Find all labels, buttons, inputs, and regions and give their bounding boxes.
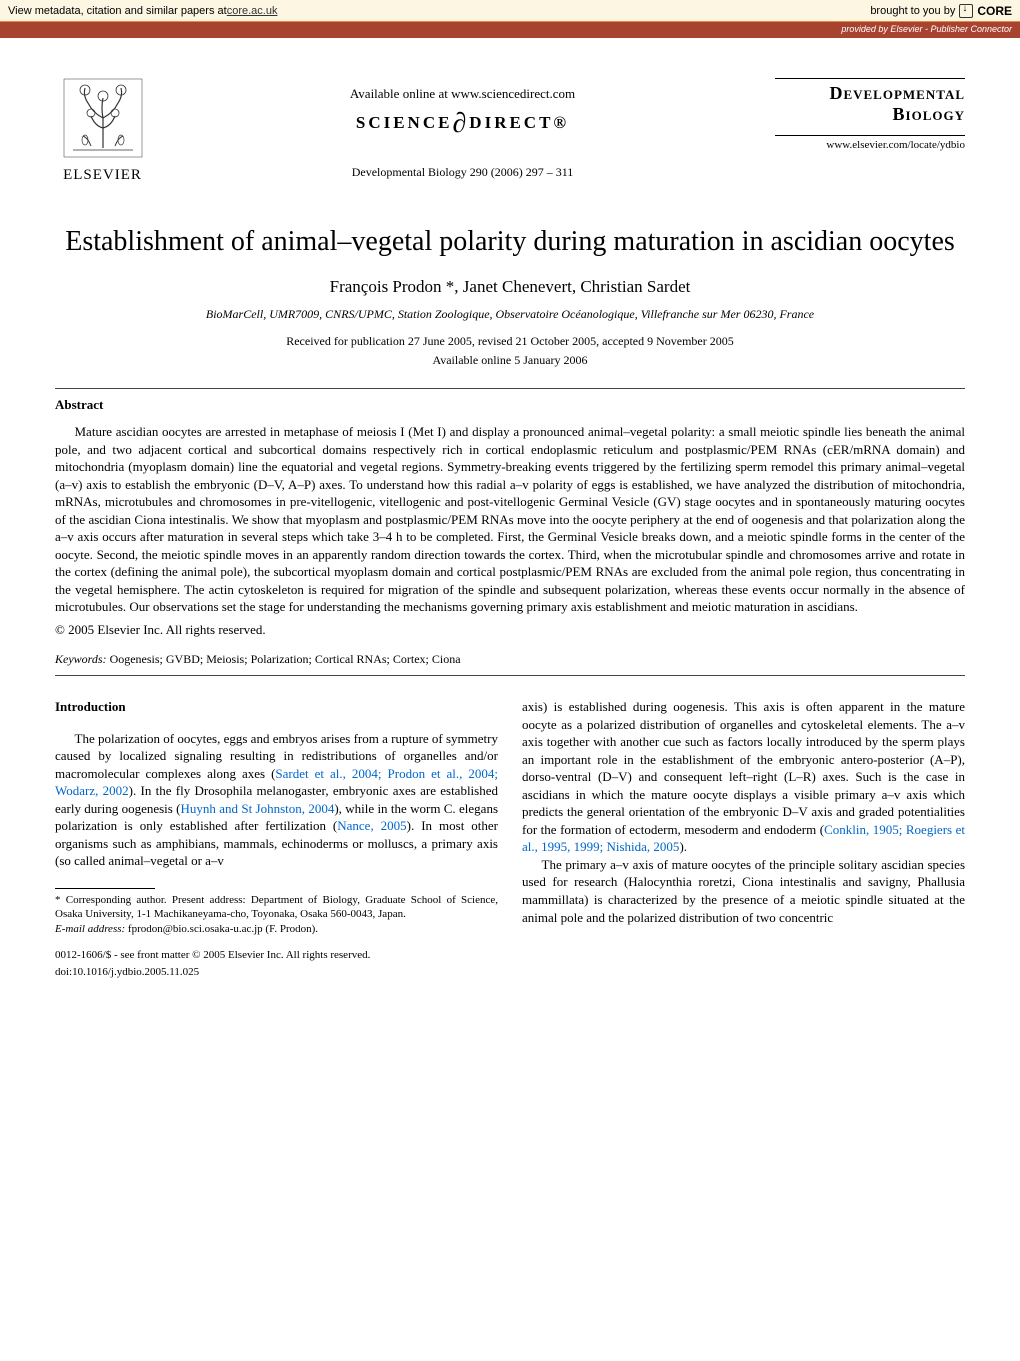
authors-line: François Prodon *, Janet Chenevert, Chri…: [55, 277, 965, 297]
two-column-body: Introduction The polarization of oocytes…: [55, 698, 965, 980]
journal-title-line2: Biology: [775, 104, 965, 125]
doi-line: doi:10.1016/j.ydbio.2005.11.025: [55, 965, 498, 980]
citation-link-2[interactable]: Huynh and St Johnston, 2004: [181, 801, 335, 816]
intro-paragraph-1: The polarization of oocytes, eggs and em…: [55, 730, 498, 870]
sciencedirect-block: Available online at www.sciencedirect.co…: [150, 78, 775, 184]
affiliation: BioMarCell, UMR7009, CNRS/UPMC, Station …: [55, 307, 965, 322]
paper-title: Establishment of animal–vegetal polarity…: [55, 224, 965, 259]
keywords-line: Keywords: Oogenesis; GVBD; Meiosis; Pola…: [55, 652, 965, 667]
abstract-body: Mature ascidian oocytes are arrested in …: [55, 423, 965, 616]
sciencedirect-logo: SCIENCE∂DIRECT®: [150, 108, 775, 140]
intro-col2-continuation: axis) is established during oogenesis. T…: [522, 698, 965, 856]
available-online-text: Available online at www.sciencedirect.co…: [150, 86, 775, 102]
core-metadata-banner: View metadata, citation and similar pape…: [0, 0, 1020, 22]
keywords-label: Keywords:: [55, 652, 107, 666]
elsevier-label: ELSEVIER: [55, 167, 150, 184]
sd-logo-d-icon: ∂: [452, 108, 469, 140]
core-right-block: brought to you by CORE: [870, 4, 1012, 18]
abstract-copyright: © 2005 Elsevier Inc. All rights reserved…: [55, 622, 965, 638]
elsevier-logo-block: ELSEVIER: [55, 78, 150, 184]
left-column: Introduction The polarization of oocytes…: [55, 698, 498, 980]
intro-col2-b: ).: [679, 839, 687, 854]
journal-title-line1: Developmental: [775, 83, 965, 104]
keywords-text: Oogenesis; GVBD; Meiosis; Polarization; …: [107, 652, 461, 666]
available-online-date: Available online 5 January 2006: [55, 353, 965, 368]
citation-link-3[interactable]: Nance, 2005: [337, 818, 406, 833]
provided-by-banner: provided by Elsevier - Publisher Connect…: [0, 22, 1020, 38]
sd-logo-left: SCIENCE: [356, 113, 453, 132]
brought-to-text: brought to you by: [870, 5, 955, 17]
journal-citation: Developmental Biology 290 (2006) 297 – 3…: [150, 165, 775, 180]
sd-logo-right: DIRECT®: [469, 113, 569, 132]
core-banner-text: View metadata, citation and similar pape…: [8, 5, 227, 17]
core-link[interactable]: core.ac.uk: [227, 5, 278, 17]
corresponding-author-note: * Corresponding author. Present address:…: [55, 893, 498, 922]
core-logo-icon: [959, 4, 973, 18]
intro-col2-a: axis) is established during oogenesis. T…: [522, 699, 965, 837]
article-page: ELSEVIER Available online at www.science…: [0, 38, 1020, 1010]
journal-url: www.elsevier.com/locate/ydbio: [775, 135, 965, 151]
email-line: E-mail address: fprodon@bio.sci.osaka-u.…: [55, 922, 498, 936]
footnotes-block: * Corresponding author. Present address:…: [55, 893, 498, 936]
elsevier-tree-icon: [63, 78, 143, 158]
header-row: ELSEVIER Available online at www.science…: [55, 78, 965, 184]
core-logo-label: CORE: [977, 4, 1012, 18]
journal-title-column: Developmental Biology www.elsevier.com/l…: [775, 78, 965, 151]
section-rule-2: [55, 675, 965, 676]
section-rule: [55, 388, 965, 389]
email-label: E-mail address:: [55, 923, 125, 935]
abstract-heading: Abstract: [55, 397, 965, 413]
intro-col2-para2: The primary a–v axis of mature oocytes o…: [522, 856, 965, 926]
email-address: fprodon@bio.sci.osaka-u.ac.jp (F. Prodon…: [125, 923, 318, 935]
journal-title: Developmental Biology: [775, 78, 965, 125]
footnote-separator: [55, 888, 155, 889]
front-matter-line: 0012-1606/$ - see front matter © 2005 El…: [55, 948, 498, 963]
introduction-heading: Introduction: [55, 698, 498, 716]
right-column: axis) is established during oogenesis. T…: [522, 698, 965, 980]
received-dates: Received for publication 27 June 2005, r…: [55, 334, 965, 349]
